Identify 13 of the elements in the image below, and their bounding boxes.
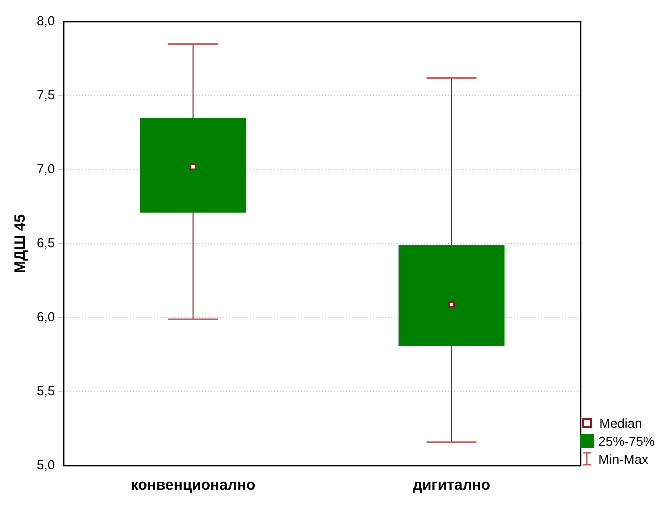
- x-tick-label: конвенционално: [130, 477, 256, 494]
- x-tick-label: дигитално: [412, 477, 491, 494]
- y-tick-label: 8,0: [36, 14, 56, 29]
- y-tick-label: 6,5: [36, 236, 56, 251]
- y-tick-label: 7,0: [36, 162, 56, 177]
- text: Median: [600, 416, 642, 430]
- y-axis-title: МДШ 45: [12, 214, 30, 274]
- y-tick-label: 5,5: [36, 384, 56, 399]
- legend-label: 25%-75%: [598, 434, 655, 448]
- y-tick-label: 7,5: [36, 88, 56, 103]
- y-tick-label: 6,0: [36, 310, 56, 325]
- y-tick-label: 5,0: [36, 458, 56, 473]
- text: Min-Max: [598, 452, 648, 466]
